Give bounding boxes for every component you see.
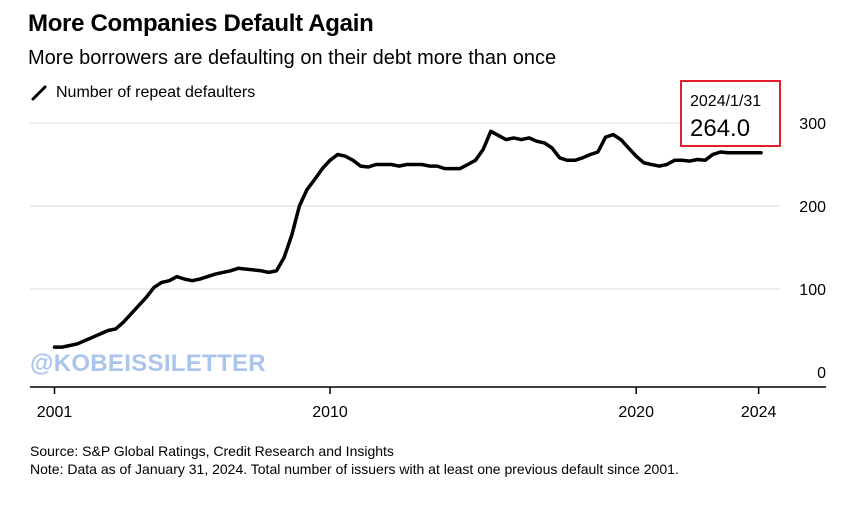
x-axis <box>30 386 826 394</box>
series-line <box>52 129 763 349</box>
callout-date: 2024/1/31 <box>690 93 762 110</box>
y-tick-label: 200 <box>799 199 826 216</box>
y-tick-label: 300 <box>799 116 826 133</box>
y-axis: 0 100 200 300 <box>799 116 826 382</box>
source-note: Source: S&P Global Ratings, Credit Resea… <box>30 443 394 459</box>
series <box>52 129 763 349</box>
legend-line-icon <box>31 85 47 101</box>
x-tick-label: 2001 <box>37 404 73 421</box>
data-note: Note: Data as of January 31, 2024. Total… <box>30 461 679 477</box>
gridlines <box>30 122 780 290</box>
y-tick-label: 0 <box>817 365 826 382</box>
x-tick-label: 2020 <box>618 404 654 421</box>
chart-title: More Companies Default Again <box>28 10 374 37</box>
y-tick-label: 100 <box>799 282 826 299</box>
legend: Number of repeat defaulters <box>30 84 255 102</box>
x-tick-labels: 2001 2010 2020 2024 <box>37 404 777 421</box>
callout-value: 264.0 <box>690 115 751 142</box>
legend-label: Number of repeat defaulters <box>56 84 256 101</box>
watermark: @KOBEISSILETTER <box>30 350 266 377</box>
value-callout: 2024/1/31 264.0 <box>680 80 781 147</box>
chart-subtitle: More borrowers are defaulting on their d… <box>28 47 557 69</box>
x-tick-label: 2010 <box>312 404 348 421</box>
x-tick-label: 2024 <box>741 404 777 421</box>
